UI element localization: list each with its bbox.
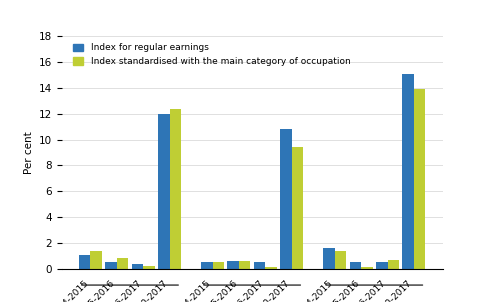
Bar [158,114,170,269]
Bar [388,260,399,269]
Bar [292,147,304,269]
Bar [170,109,181,269]
Bar [414,89,426,269]
Bar [402,74,414,269]
Bar [239,261,250,269]
Bar [213,262,224,269]
Bar [335,251,346,269]
Y-axis label: Per cent: Per cent [25,131,34,174]
Bar [91,251,102,269]
Bar [323,248,335,269]
Bar [349,262,361,269]
Bar [132,264,143,269]
Bar [105,262,117,269]
Bar [201,262,213,269]
Bar [117,259,128,269]
Bar [280,129,292,269]
Bar [376,262,388,269]
Bar [361,267,372,269]
Bar [265,267,277,269]
Legend: Index for regular earnings, Index standardised with the main category of occupat: Index for regular earnings, Index standa… [70,41,353,69]
Bar [79,255,91,269]
Bar [254,262,265,269]
Bar [227,261,239,269]
Bar [143,266,155,269]
